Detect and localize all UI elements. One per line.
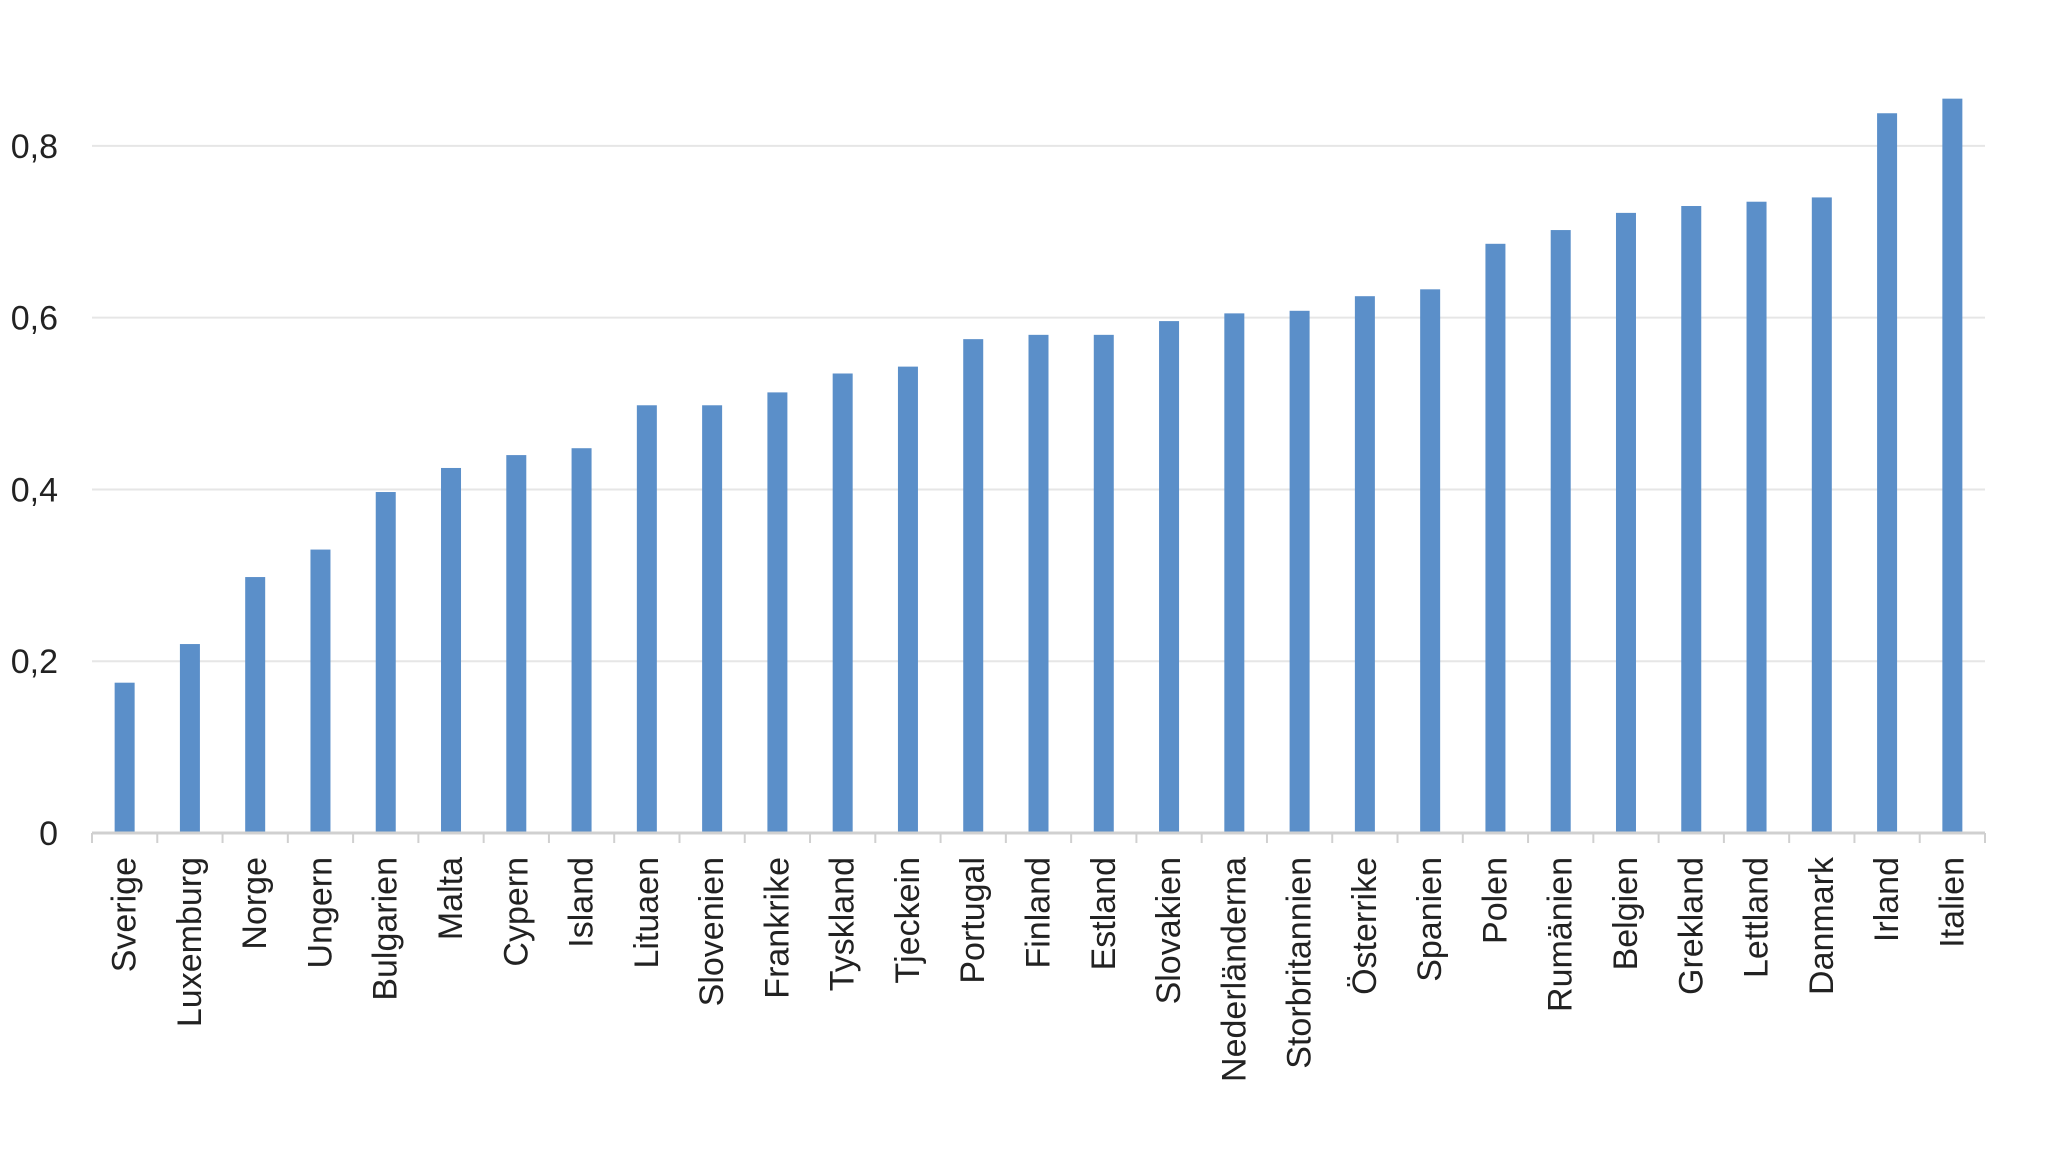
bar-slovakien	[1159, 321, 1180, 833]
bar-belgien	[1615, 212, 1636, 834]
x-tick-label: Storbritannien	[1281, 857, 1319, 1069]
bar-tjeckein	[897, 366, 918, 833]
x-tick-labels: Sverige Luxemburg Norge Ungern Bulgarien Malt…	[106, 856, 1972, 1082]
bar-finland	[1028, 334, 1049, 833]
y-tick-label: 0,6	[11, 300, 58, 338]
bar-lettland	[1746, 201, 1767, 833]
y-tick-label: 0,2	[11, 643, 58, 681]
x-tick-label: Island	[563, 857, 601, 948]
x-tick-label: Irland	[1868, 857, 1906, 942]
x-tick-label: Estland	[1085, 857, 1123, 970]
x-tick-label: Polen	[1476, 857, 1514, 944]
bar-cypern	[506, 455, 527, 833]
x-tick-label: Cypern	[497, 857, 535, 967]
x-tick-label: Nederländerna	[1215, 857, 1253, 1082]
x-tick-label: Tjeckein	[889, 857, 927, 984]
axes	[91, 831, 1986, 843]
bar-bulgarien	[375, 492, 396, 833]
bars	[114, 98, 1963, 834]
bar-nederländerna	[1224, 313, 1245, 834]
x-tick-label: Norge	[236, 857, 274, 950]
x-tick-label: Belgien	[1607, 857, 1645, 970]
bar-island	[571, 448, 592, 833]
x-tick-label: Slovakien	[1150, 857, 1188, 1004]
bar-norge	[245, 577, 266, 833]
x-tick-label: Ungern	[301, 857, 339, 969]
x-tick-label: Finland	[1020, 857, 1058, 969]
x-tick-label: Lettland	[1738, 857, 1776, 978]
bar-luxemburg	[179, 644, 200, 833]
x-tick-label: Tyskland	[824, 857, 862, 991]
x-tick-label: Danmark	[1803, 856, 1841, 995]
bar-rumänien	[1550, 230, 1571, 833]
x-tick-label: Luxemburg	[171, 857, 209, 1027]
bar-sverige	[114, 682, 135, 833]
y-tick-label: 0,4	[11, 471, 58, 509]
bar-spanien	[1420, 289, 1441, 833]
x-tick-label: Slovenien	[693, 857, 731, 1006]
bar-tyskland	[832, 373, 853, 833]
x-tick-label: Bulgarien	[367, 857, 405, 1001]
bar-polen	[1485, 243, 1506, 833]
bar-portugal	[963, 339, 984, 833]
bar-irland	[1877, 113, 1898, 834]
x-tick-label: Sverige	[106, 857, 144, 972]
y-tick-label: 0	[39, 815, 58, 853]
bar-grekland	[1681, 206, 1702, 833]
x-tick-label: Rumänien	[1542, 857, 1580, 1012]
bar-italien	[1942, 98, 1963, 833]
y-tick-labels: 0 0,2 0,4 0,6 0,8	[11, 128, 58, 853]
x-tick-label: Spanien	[1411, 857, 1449, 982]
bar-österrike	[1354, 296, 1375, 833]
bar-slovenien	[702, 405, 723, 833]
bar-estland	[1093, 334, 1114, 833]
x-tick-label: Portugal	[954, 857, 992, 984]
x-tick-label: Österrike	[1346, 857, 1384, 995]
bar-storbritannien	[1289, 310, 1310, 834]
bar-ungern	[310, 549, 331, 833]
x-tick-label: Malta	[432, 857, 470, 940]
y-tick-label: 0,8	[11, 128, 58, 166]
bar-malta	[441, 467, 462, 833]
x-tick-label: Lituaen	[628, 857, 666, 969]
bar-lituaen	[636, 405, 657, 833]
x-tick-label: Grekland	[1672, 857, 1710, 995]
x-tick-label: Frankrike	[758, 857, 796, 999]
bar-frankrike	[767, 392, 788, 833]
bar-danmark	[1811, 197, 1832, 833]
x-tick-label: Italien	[1933, 857, 1971, 948]
